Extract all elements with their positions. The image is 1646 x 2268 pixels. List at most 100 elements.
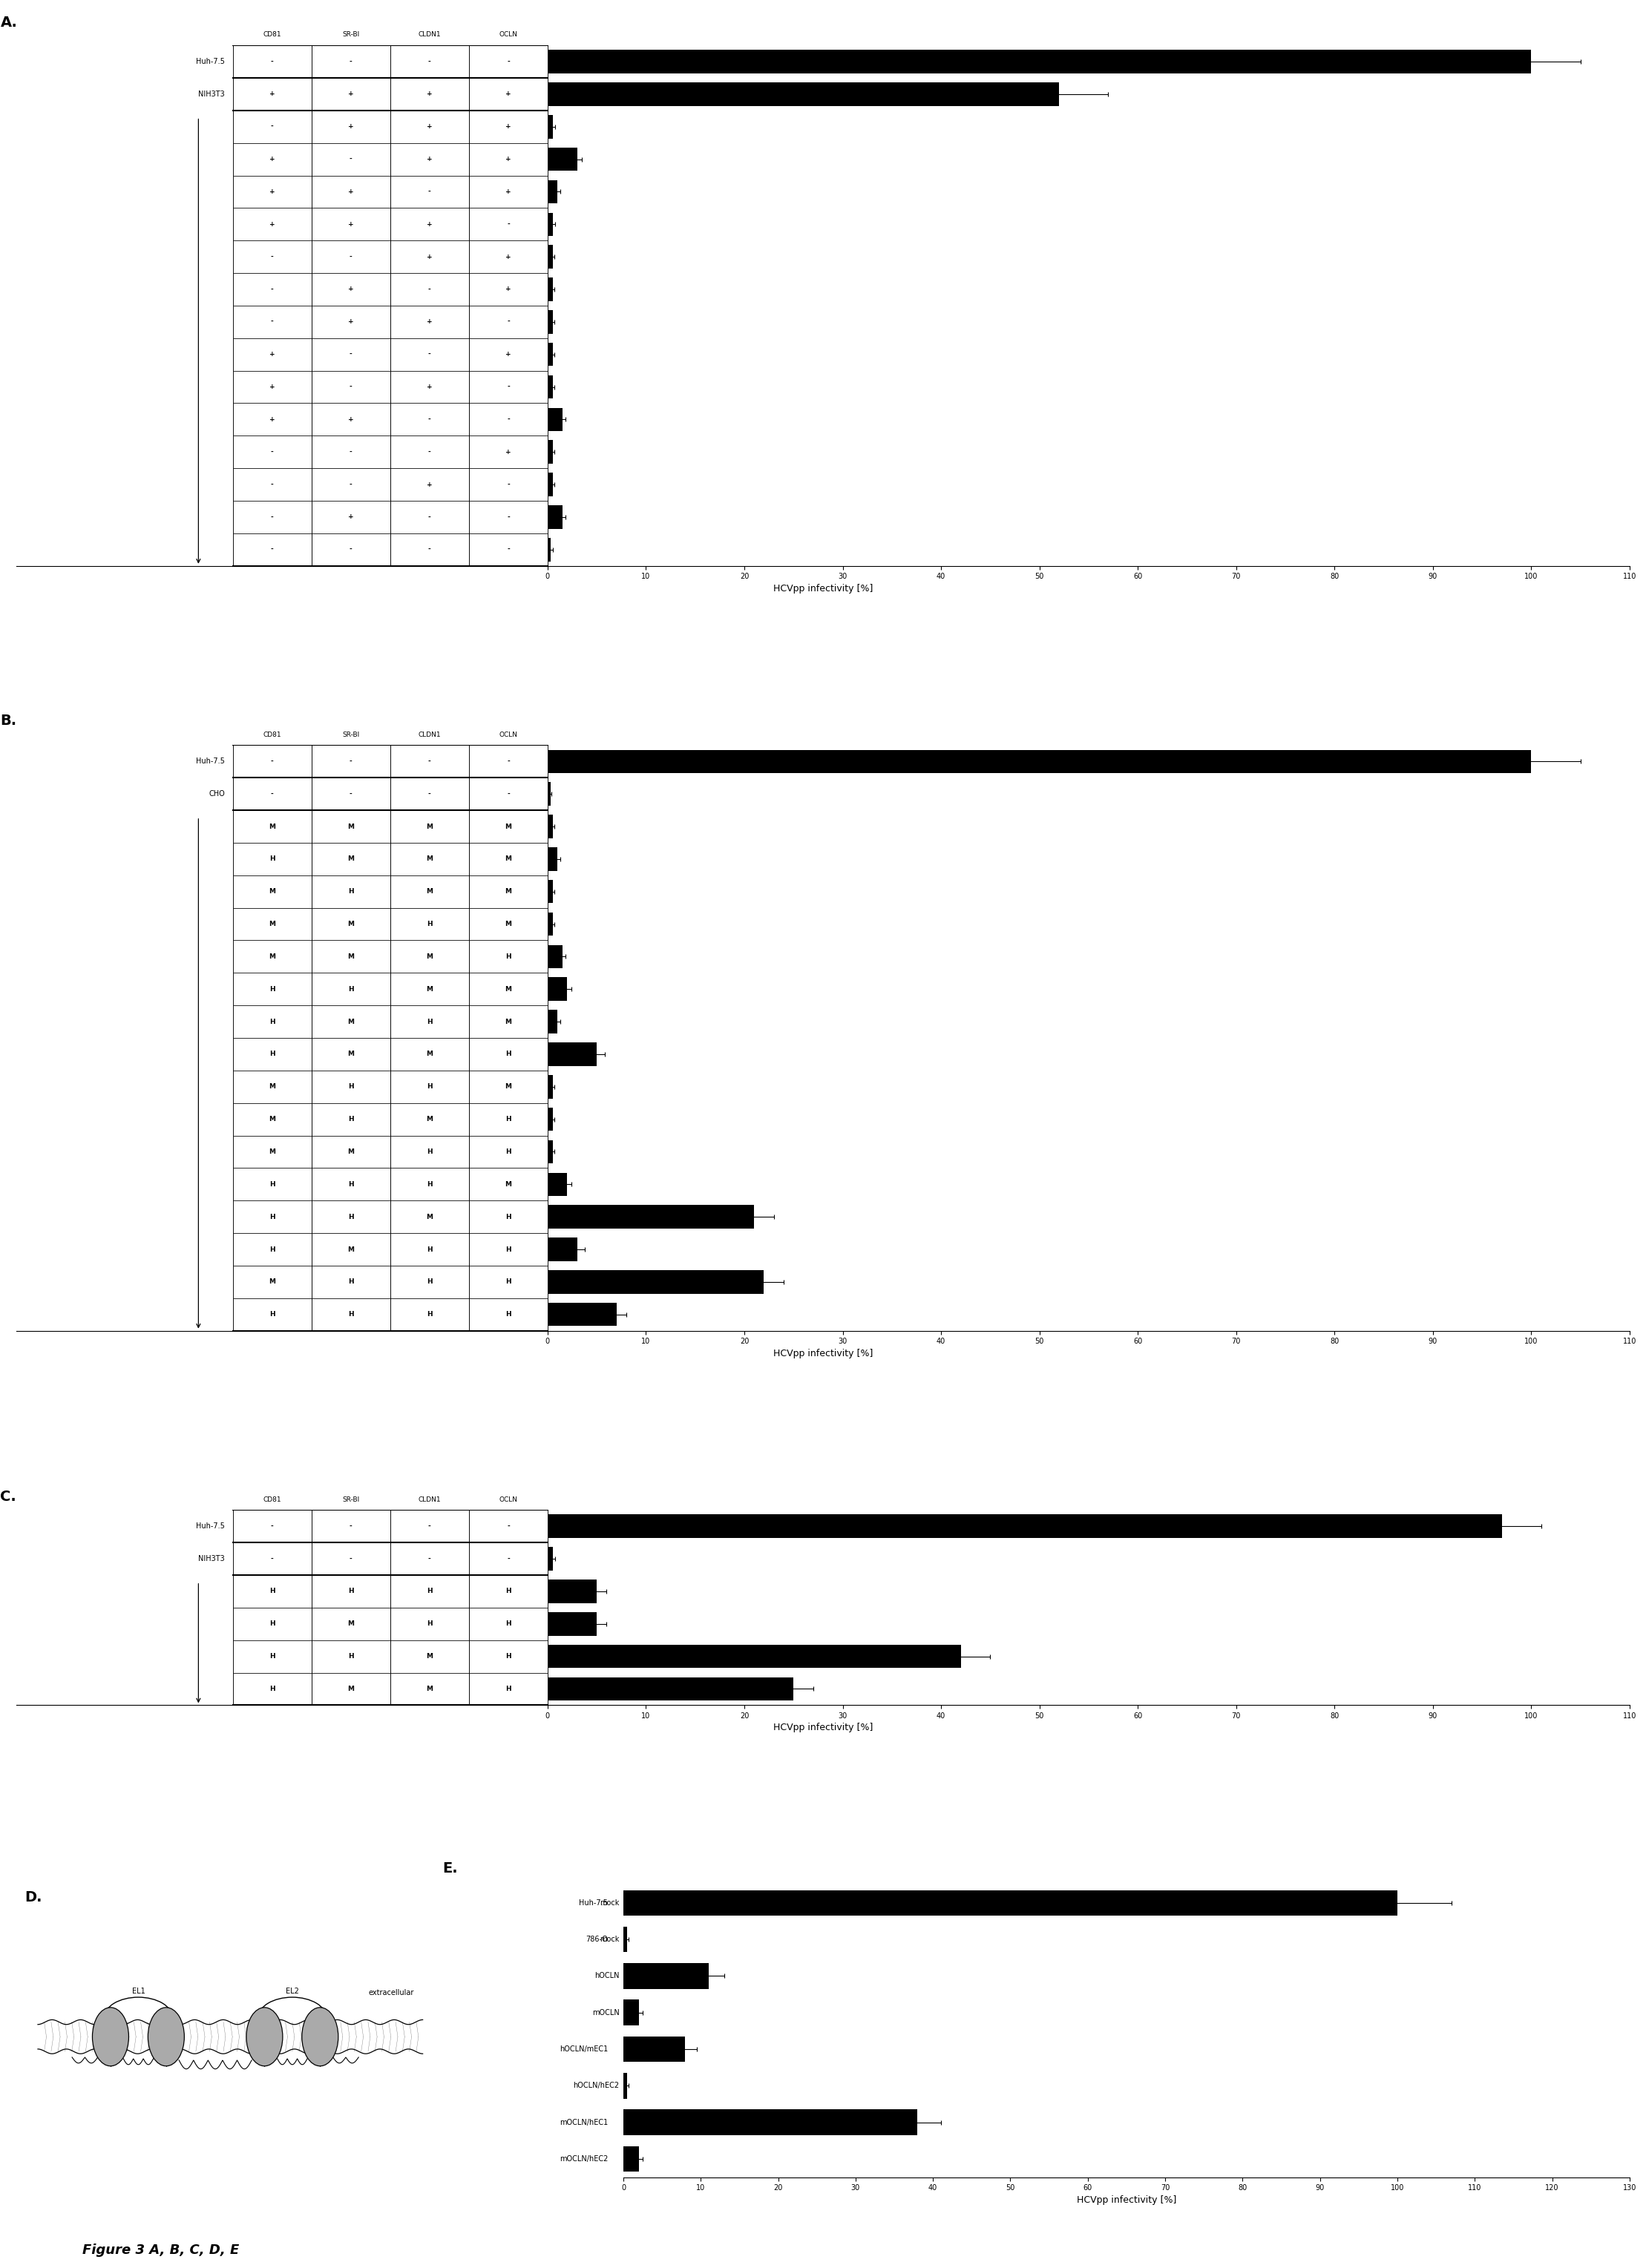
- Bar: [311, 209, 390, 240]
- Text: -: -: [272, 286, 273, 293]
- Text: -: -: [349, 481, 352, 488]
- Bar: [469, 338, 548, 370]
- Bar: [390, 1266, 469, 1297]
- Bar: [311, 77, 390, 111]
- Text: H: H: [347, 987, 354, 993]
- Text: +: +: [347, 220, 354, 227]
- Text: -: -: [349, 383, 352, 390]
- Bar: [548, 213, 553, 236]
- Bar: [548, 1270, 764, 1293]
- Text: OCLN: OCLN: [499, 1497, 517, 1504]
- Text: M: M: [505, 1182, 512, 1188]
- Text: -: -: [507, 318, 510, 324]
- Bar: [311, 941, 390, 973]
- Bar: [548, 538, 550, 560]
- Text: 786-O: 786-O: [586, 1935, 607, 1944]
- Bar: [232, 746, 311, 778]
- Bar: [548, 751, 1531, 773]
- Text: CHO: CHO: [209, 789, 226, 798]
- Bar: [548, 179, 558, 204]
- Text: M: M: [426, 953, 433, 959]
- Bar: [390, 1070, 469, 1102]
- Text: CD81: CD81: [263, 730, 281, 737]
- Bar: [390, 533, 469, 565]
- Text: H: H: [270, 1050, 275, 1057]
- Bar: [548, 1009, 558, 1034]
- Bar: [624, 2000, 639, 2025]
- Bar: [469, 1674, 548, 1706]
- Text: H: H: [426, 1245, 433, 1252]
- Bar: [311, 1640, 390, 1674]
- Text: -: -: [428, 758, 431, 764]
- Text: M: M: [347, 1685, 354, 1692]
- Bar: [232, 1200, 311, 1234]
- Text: M: M: [347, 855, 354, 862]
- Bar: [548, 814, 553, 839]
- Bar: [232, 404, 311, 435]
- Text: EL1: EL1: [132, 1987, 145, 1996]
- Text: -: -: [272, 758, 273, 764]
- Text: M: M: [347, 823, 354, 830]
- Bar: [232, 272, 311, 306]
- Text: -: -: [507, 1556, 510, 1563]
- Bar: [469, 1574, 548, 1608]
- Text: M: M: [505, 1018, 512, 1025]
- Bar: [469, 175, 548, 209]
- Bar: [390, 435, 469, 467]
- Bar: [469, 209, 548, 240]
- Text: H: H: [505, 1213, 510, 1220]
- Text: -: -: [272, 318, 273, 324]
- Bar: [390, 501, 469, 533]
- Text: -: -: [507, 547, 510, 553]
- Bar: [311, 1234, 390, 1266]
- Text: H: H: [505, 1653, 510, 1660]
- Text: -: -: [507, 758, 510, 764]
- Bar: [232, 209, 311, 240]
- Bar: [232, 1510, 311, 1542]
- Bar: [624, 2146, 639, 2173]
- Text: mOCLN/hEC2: mOCLN/hEC2: [560, 2155, 607, 2164]
- Text: -: -: [507, 59, 510, 66]
- Text: M: M: [505, 855, 512, 862]
- Text: OCLN: OCLN: [499, 32, 517, 39]
- Bar: [232, 175, 311, 209]
- Text: C.: C.: [0, 1490, 16, 1504]
- Bar: [624, 1964, 708, 1989]
- Text: H: H: [270, 1182, 275, 1188]
- Text: H: H: [347, 1213, 354, 1220]
- Text: +: +: [505, 254, 510, 261]
- Text: H: H: [270, 1622, 275, 1626]
- Bar: [469, 1510, 548, 1542]
- Bar: [624, 2073, 627, 2098]
- Bar: [469, 1168, 548, 1200]
- Bar: [232, 778, 311, 810]
- Bar: [232, 1640, 311, 1674]
- Text: H: H: [505, 1279, 510, 1286]
- Text: -: -: [428, 792, 431, 798]
- Bar: [232, 844, 311, 875]
- Text: -: -: [428, 1522, 431, 1529]
- Bar: [390, 272, 469, 306]
- Text: -: -: [428, 449, 431, 456]
- Text: H: H: [426, 1182, 433, 1188]
- Text: H: H: [426, 1311, 433, 1318]
- Bar: [390, 1005, 469, 1039]
- Bar: [469, 272, 548, 306]
- Text: E.: E.: [443, 1862, 458, 1876]
- Text: -: -: [349, 254, 352, 261]
- Bar: [469, 810, 548, 844]
- Text: Figure 3 A, B, C, D, E: Figure 3 A, B, C, D, E: [82, 2243, 239, 2257]
- Bar: [548, 1515, 1501, 1538]
- Bar: [548, 116, 553, 138]
- Bar: [548, 1107, 553, 1132]
- Bar: [469, 306, 548, 338]
- Text: +: +: [347, 122, 354, 129]
- Bar: [548, 50, 1531, 73]
- Bar: [469, 467, 548, 501]
- Bar: [548, 408, 563, 431]
- Text: -: -: [349, 156, 352, 163]
- Bar: [390, 1039, 469, 1070]
- Text: -: -: [507, 1522, 510, 1529]
- Text: -: -: [349, 1556, 352, 1563]
- Text: +: +: [270, 383, 275, 390]
